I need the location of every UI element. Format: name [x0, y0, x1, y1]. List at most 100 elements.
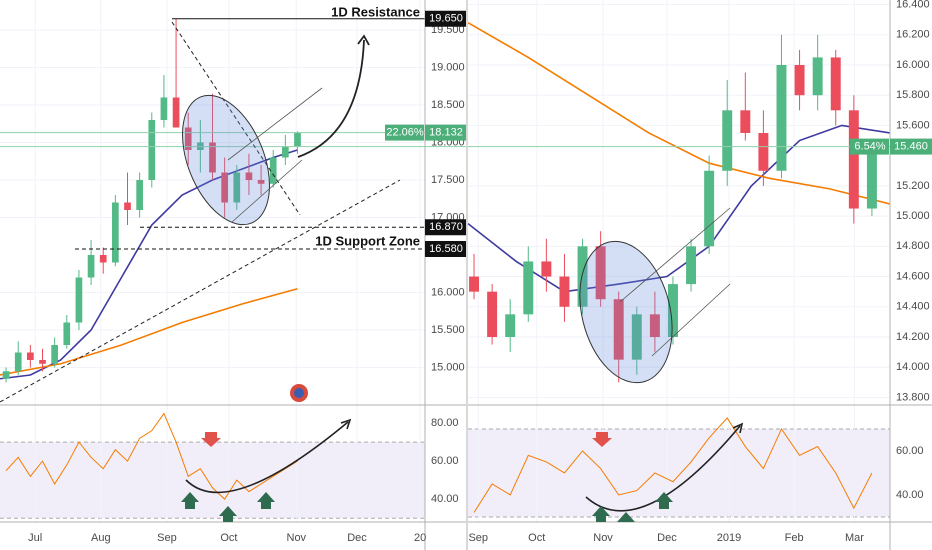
change-label: 6.54%	[854, 140, 885, 152]
y-tick-label: 13.800	[896, 391, 930, 403]
candle-body	[812, 57, 823, 96]
arrow	[185, 421, 349, 494]
candle-body	[631, 314, 642, 360]
channel-line	[227, 87, 323, 161]
arrow-head	[340, 418, 352, 430]
candle-body	[649, 314, 660, 337]
x-tick-label: Oct	[220, 532, 237, 544]
rsi-tick-label: 80.00	[431, 417, 459, 429]
level-label-box	[425, 124, 467, 141]
x-tick-label: 20	[414, 532, 426, 544]
y-tick-label: 17.500	[431, 174, 465, 186]
y-tick-label: 15.000	[896, 210, 930, 222]
trend-line	[0, 179, 401, 403]
rsi-tick-label: 60.00	[431, 455, 459, 467]
x-tick-label: Oct	[528, 532, 545, 544]
rsi-tick-label: 60.00	[896, 445, 924, 457]
candle-body	[87, 255, 95, 278]
x-tick-label: Sep	[468, 532, 488, 544]
candle-body	[577, 246, 588, 307]
y-tick-label: 18.500	[431, 99, 465, 111]
rsi-band	[468, 428, 890, 517]
candle-body	[257, 180, 265, 184]
candle-body	[848, 110, 859, 209]
buy-marker	[219, 506, 237, 522]
candle-body	[830, 57, 841, 111]
signal-markers	[181, 384, 673, 522]
candle-body	[294, 132, 301, 147]
arrow	[585, 425, 741, 512]
rsi-line	[5, 412, 298, 500]
x-tick-label: Jul	[28, 532, 42, 544]
panel-gap	[466, 0, 468, 550]
x-tick-label: Dec	[657, 532, 677, 544]
y-tick-label: 16.400	[896, 0, 930, 10]
y-tick-label: 14.400	[896, 301, 930, 313]
y-tick-label: 14.800	[896, 240, 930, 252]
channel-line	[231, 159, 303, 223]
candle-body	[595, 246, 606, 300]
level-label: 16.870	[429, 221, 463, 233]
x-tick-label: Mar	[845, 532, 864, 544]
trend-line	[171, 21, 301, 216]
candle-body	[776, 64, 787, 171]
x-tick-label: Dec	[347, 532, 367, 544]
x-tick-label: Nov	[593, 532, 613, 544]
buy-marker	[655, 492, 673, 509]
candle-body	[866, 146, 877, 209]
y-tick-label: 19.000	[431, 61, 465, 73]
level-label: 18.132	[429, 127, 463, 139]
candle-body	[63, 322, 71, 345]
candle-body	[282, 146, 289, 158]
sell-marker	[201, 432, 221, 447]
candle-body	[124, 202, 131, 210]
y-tick-label: 15.000	[431, 361, 465, 373]
candle-body	[233, 172, 241, 203]
candle-body	[136, 180, 143, 210]
rsi-tick-label: 40.00	[896, 489, 924, 501]
candle-body	[148, 120, 156, 180]
level-label-box	[425, 10, 467, 27]
x-tick-label: Nov	[287, 532, 307, 544]
annotation: 1D Resistance	[331, 4, 420, 19]
change-label: 22.06%	[386, 127, 424, 139]
level-label-box	[425, 219, 467, 236]
candle-body	[722, 110, 733, 171]
y-tick-label: 16.000	[431, 286, 465, 298]
sell-marker	[592, 432, 612, 447]
candle-body	[221, 172, 228, 203]
candle-body	[112, 202, 119, 263]
change-label-box	[850, 138, 889, 155]
candle-body	[39, 360, 46, 364]
candle-body	[740, 110, 751, 133]
candle-body	[99, 255, 107, 263]
y-tick-label: 16.000	[896, 59, 930, 71]
candle-body	[686, 246, 697, 285]
x-tick-label: Sep	[157, 532, 177, 544]
change-label-box	[385, 124, 424, 141]
y-tick-label: 14.000	[896, 361, 930, 373]
annotation: 1D Support Zone	[315, 233, 420, 248]
channel-line	[619, 207, 731, 303]
candle-body	[794, 64, 805, 96]
level-label: 19.650	[429, 13, 463, 25]
x-tick-label: 2019	[717, 532, 741, 544]
level-label: 15.460	[894, 140, 928, 152]
buy-marker	[181, 492, 199, 509]
x-tick-label: Aug	[91, 532, 111, 544]
candle-body	[245, 172, 253, 180]
moving-average	[467, 21, 891, 205]
y-tick-label: 19.500	[431, 24, 465, 36]
level-label-box	[425, 241, 467, 257]
candle-body	[469, 276, 480, 292]
rsi-band	[0, 442, 425, 519]
labels: Jul Aug Sep Oct Nov Dec 20 15.000 15.500 16.000 17…	[28, 0, 932, 544]
y-tick-label: 14.600	[896, 270, 930, 282]
rsi-line	[473, 417, 873, 513]
candle-body	[704, 170, 715, 247]
candle-body	[27, 352, 34, 360]
candle-body	[51, 345, 58, 364]
x-tick-label: Feb	[785, 532, 804, 544]
y-tick-label: 16.200	[896, 29, 930, 41]
